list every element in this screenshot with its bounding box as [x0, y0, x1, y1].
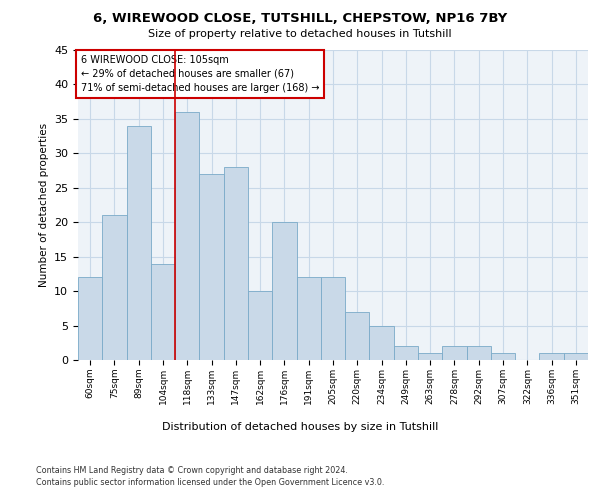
Bar [370, 326, 394, 360]
Bar [272, 222, 296, 360]
Bar [199, 174, 224, 360]
Text: Distribution of detached houses by size in Tutshill: Distribution of detached houses by size … [162, 422, 438, 432]
Bar [127, 126, 151, 360]
Text: 6 WIREWOOD CLOSE: 105sqm
← 29% of detached houses are smaller (67)
71% of semi-d: 6 WIREWOOD CLOSE: 105sqm ← 29% of detach… [80, 54, 319, 92]
Bar [321, 278, 345, 360]
Bar [151, 264, 175, 360]
Bar [345, 312, 370, 360]
Text: Contains HM Land Registry data © Crown copyright and database right 2024.: Contains HM Land Registry data © Crown c… [36, 466, 348, 475]
Bar [78, 278, 102, 360]
Text: 6, WIREWOOD CLOSE, TUTSHILL, CHEPSTOW, NP16 7BY: 6, WIREWOOD CLOSE, TUTSHILL, CHEPSTOW, N… [93, 12, 507, 26]
Bar [224, 167, 248, 360]
Bar [491, 353, 515, 360]
Bar [175, 112, 199, 360]
Bar [564, 353, 588, 360]
Bar [442, 346, 467, 360]
Bar [418, 353, 442, 360]
Text: Contains public sector information licensed under the Open Government Licence v3: Contains public sector information licen… [36, 478, 385, 487]
Bar [296, 278, 321, 360]
Bar [102, 216, 127, 360]
Bar [394, 346, 418, 360]
Text: Size of property relative to detached houses in Tutshill: Size of property relative to detached ho… [148, 29, 452, 39]
Bar [248, 291, 272, 360]
Bar [539, 353, 564, 360]
Bar [467, 346, 491, 360]
Y-axis label: Number of detached properties: Number of detached properties [38, 123, 49, 287]
